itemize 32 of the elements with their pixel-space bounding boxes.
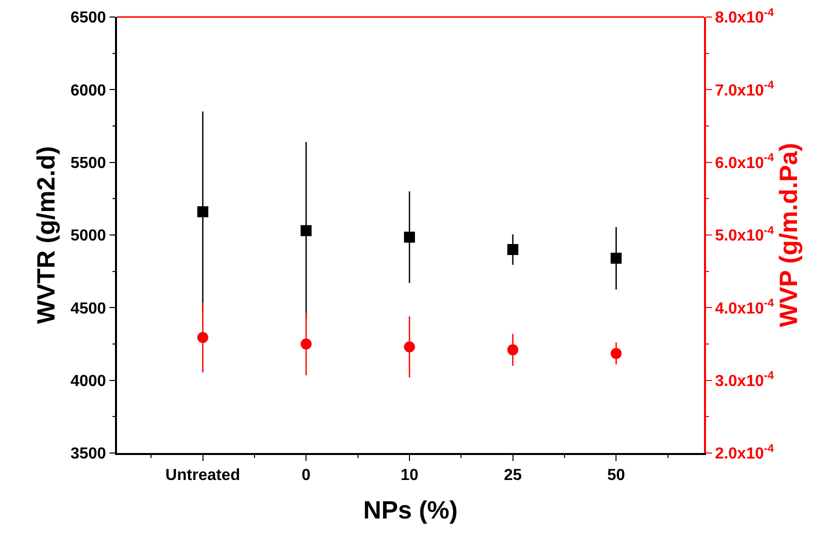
y2-tick-label: 2.0x10$^{-4}$ xyxy=(714,442,775,463)
point xyxy=(404,341,415,352)
y-axis-title: WVTR (g/m2.d) xyxy=(32,146,61,324)
y2-axis-title: WVP (g/m.d.Pa) xyxy=(775,142,804,328)
y-tick-label: 6000 xyxy=(70,82,106,100)
y-tick-label: 4500 xyxy=(70,300,106,318)
y-tick-label: 5500 xyxy=(70,154,106,172)
y2-tick-label: 7.0x10$^{-4}$ xyxy=(714,80,775,100)
point xyxy=(404,232,415,243)
point xyxy=(300,338,312,350)
point xyxy=(197,206,208,218)
x-tick-label: 10 xyxy=(400,466,418,484)
x-axis-title: NPs (%) xyxy=(363,496,458,524)
point xyxy=(507,244,518,256)
point xyxy=(610,348,622,359)
x-tick-label: 25 xyxy=(504,466,522,484)
y2-tick-label: 4.0x10$^{-4}$ xyxy=(714,298,775,318)
point xyxy=(197,332,208,343)
y2-tick-label: 8.0x10$^{-4}$ xyxy=(714,6,775,27)
y-tick-label: 6500 xyxy=(70,10,106,27)
x-tick-label: 0 xyxy=(302,466,311,484)
y-tick-label: 4000 xyxy=(70,372,106,390)
x-tick-label: 50 xyxy=(607,466,626,484)
y2-tick-label: 6.0x10$^{-4}$ xyxy=(714,152,775,172)
point xyxy=(300,225,312,236)
point xyxy=(610,252,622,264)
point xyxy=(507,344,518,356)
y2-tick-label: 3.0x10$^{-4}$ xyxy=(714,370,775,390)
y2-tick-label: 5.0x10$^{-4}$ xyxy=(714,224,775,245)
x-tick-label: Untreated xyxy=(165,466,240,484)
y-tick-label: 3500 xyxy=(70,446,106,463)
y-tick-label: 5000 xyxy=(70,228,106,245)
